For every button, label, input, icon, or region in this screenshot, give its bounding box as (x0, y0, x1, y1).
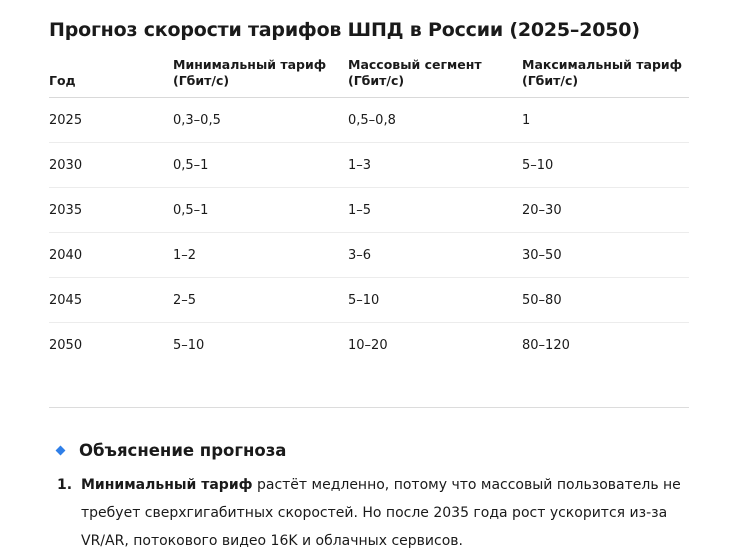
column-header-line: Массовый сегмент (348, 57, 482, 72)
table-row: 2025 0,3–0,5 0,5–0,8 1 (49, 97, 689, 143)
diamond-bullet-icon (55, 445, 66, 456)
column-header-unit: (Гбит/с) (173, 73, 230, 88)
column-header-max-tariff: Максимальный тариф (Гбит/с) (522, 55, 689, 98)
cell-mass-segment: 1–3 (348, 142, 522, 188)
cell-mass-segment: 5–10 (348, 277, 522, 323)
table-row: 2030 0,5–1 1–3 5–10 (49, 142, 689, 188)
table-header-row: Год Минимальный тариф (Гбит/с) Массовый … (49, 55, 689, 98)
cell-year: 2050 (49, 337, 83, 353)
cell-max-tariff: 30–50 (522, 232, 689, 278)
cell-year: 2025 (49, 97, 173, 143)
column-header-line: Максимальный тариф (522, 57, 683, 72)
section-title: Объяснение прогноза (79, 441, 287, 460)
cell-mass-segment: 0,5–0,8 (348, 97, 522, 143)
cell-min-tariff: 5–10 (173, 337, 205, 353)
column-header-line: Год (49, 73, 76, 88)
explanation-heading: Объяснение прогноза (55, 441, 287, 460)
cell-max-tariff: 5–10 (522, 142, 689, 188)
list-item-bold-term: Минимальный тариф (81, 477, 253, 493)
cell-year: 2035 (49, 187, 173, 233)
cell-max-tariff: 80–120 (522, 337, 570, 353)
column-header-year: Год (49, 55, 173, 98)
table-row: 2045 2–5 5–10 50–80 (49, 277, 689, 323)
explanation-list-item: 1. Минимальный тариф растёт медленно, по… (57, 471, 689, 555)
column-header-unit: (Гбит/с) (522, 73, 579, 88)
table-row: 2035 0,5–1 1–5 20–30 (49, 187, 689, 233)
cell-mass-segment: 3–6 (348, 232, 522, 278)
cell-max-tariff: 20–30 (522, 187, 689, 233)
list-item-body: растёт медленно, потому что массовый пол… (81, 477, 681, 549)
cell-min-tariff: 2–5 (173, 277, 348, 323)
cell-mass-segment: 1–5 (348, 187, 522, 233)
column-header-mass-segment: Массовый сегмент (Гбит/с) (348, 55, 522, 98)
list-item-text: Минимальный тариф растёт медленно, потом… (81, 471, 689, 555)
cell-year: 2040 (49, 232, 173, 278)
column-header-line: Минимальный тариф (173, 57, 327, 72)
cell-year: 2045 (49, 277, 173, 323)
table-row: 2040 1–2 3–6 30–50 (49, 232, 689, 278)
cell-min-tariff: 0,5–1 (173, 187, 348, 233)
cell-mass-segment: 10–20 (348, 337, 388, 353)
column-header-unit: (Гбит/с) (348, 73, 405, 88)
cell-min-tariff: 0,5–1 (173, 142, 348, 188)
cell-max-tariff: 50–80 (522, 277, 689, 323)
cell-min-tariff: 0,3–0,5 (173, 97, 348, 143)
column-header-min-tariff: Минимальный тариф (Гбит/с) (173, 55, 348, 98)
table-row: 2050 5–10 10–20 80–120 (49, 323, 689, 368)
list-item-number: 1. (57, 477, 73, 493)
page-title: Прогноз скорости тарифов ШПД в России (2… (49, 19, 640, 41)
section-divider (49, 407, 689, 408)
cell-min-tariff: 1–2 (173, 232, 348, 278)
forecast-table: Год Минимальный тариф (Гбит/с) Массовый … (49, 55, 689, 367)
cell-max-tariff: 1 (522, 97, 689, 143)
cell-year: 2030 (49, 142, 173, 188)
